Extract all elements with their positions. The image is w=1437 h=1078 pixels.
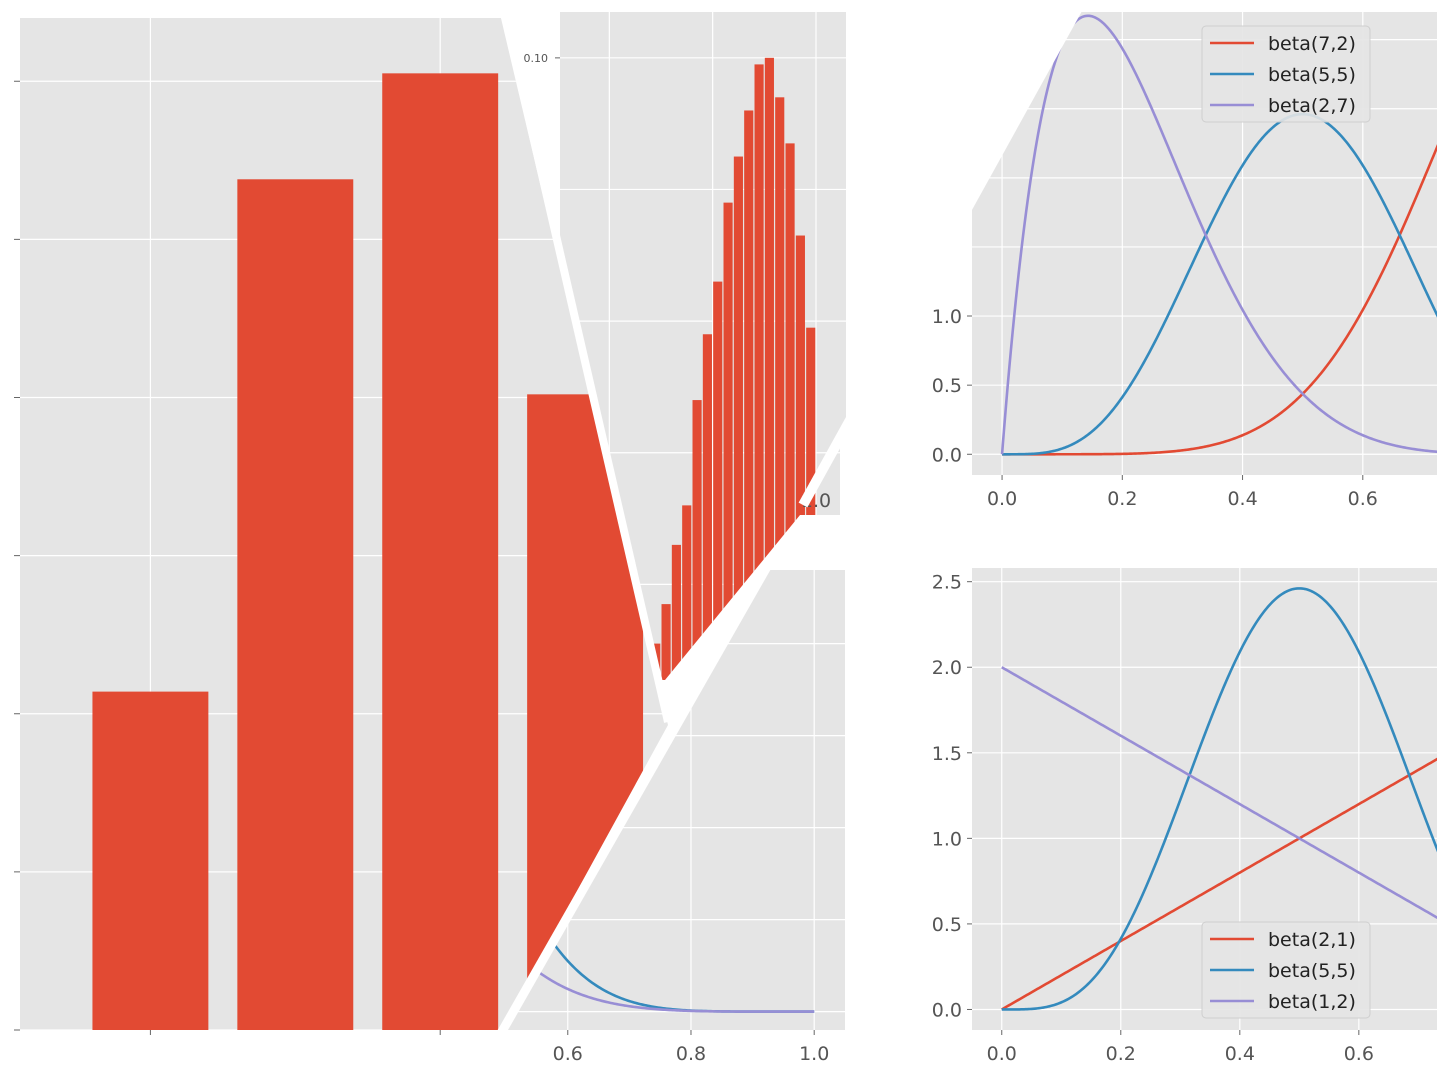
histogram-bar xyxy=(795,235,805,680)
beta-bottom-panel: 0.0 0.2 0.4 0.6 0.0 0.5 1.0 1.5 2.0 2.5 beta(2,1) b… xyxy=(900,560,1437,1078)
y-tick-label: 1.0 xyxy=(932,828,962,850)
separator-line-c xyxy=(496,562,772,1038)
histogram-bar xyxy=(661,604,671,680)
beta-bottom-chart: 0.0 0.2 0.4 0.60.00.51.01.52.02.5beta(2,1)b… xyxy=(932,568,1437,1065)
histogram-bar xyxy=(744,110,754,680)
legend-label: beta(5,5) xyxy=(1268,64,1356,86)
legend-label: beta(1,2) xyxy=(1268,991,1356,1013)
series-line xyxy=(1001,587,1437,1011)
histogram-bar xyxy=(764,57,774,680)
histogram-bar xyxy=(785,143,795,680)
x-tick-label: 0.2 xyxy=(1107,488,1137,510)
legend-label: beta(7,2) xyxy=(1268,33,1356,55)
x-tick-label: 0.6 xyxy=(1344,1043,1374,1065)
x-tick-label: 0.2 xyxy=(1106,1043,1136,1065)
y-tick-label: 0.0 xyxy=(932,999,962,1021)
separator-line-b xyxy=(798,5,1083,508)
x-tick-label: 0.6 xyxy=(1348,488,1378,510)
legend-box xyxy=(1201,25,1371,123)
bar xyxy=(237,179,354,1031)
series-line xyxy=(1001,666,1437,920)
separator-line-a xyxy=(501,13,672,723)
histogram-bar xyxy=(692,400,702,680)
legend-label: beta(2,7) xyxy=(1268,95,1356,117)
beta-top-panel: 0.0 0.2 0.4 0.6 0.0 0.5 1.0 beta(7,2) beta(5,5) b… xyxy=(840,0,1437,530)
legend: beta(2,1) beta(5,5) beta(1,2) xyxy=(1201,921,1371,1019)
y-tick-label: 0.10 xyxy=(524,52,549,65)
legend-box xyxy=(1201,921,1371,1019)
y-tick-label: 2.5 xyxy=(932,572,962,594)
x-tick-label: 0.8 xyxy=(676,1043,706,1065)
histogram-bar xyxy=(754,64,764,680)
y-tick-label: 1.0 xyxy=(932,306,962,328)
y-tick-label: 0.0 xyxy=(932,444,962,466)
legend-label: beta(5,5) xyxy=(1268,960,1356,982)
histogram-bar xyxy=(702,334,712,680)
legend: beta(7,2) beta(5,5) beta(2,7) xyxy=(1201,25,1371,123)
x-tick-label: 0.6 xyxy=(553,1043,583,1065)
histogram-bar xyxy=(713,281,723,680)
y-tick-label: 0.5 xyxy=(932,375,962,397)
series-line xyxy=(1000,14,1437,456)
x-tick-label: 0.0 xyxy=(987,1043,1017,1065)
histogram-bar xyxy=(733,156,743,680)
histogram-bar xyxy=(671,544,681,680)
x-tick-label: 0.4 xyxy=(1225,1043,1255,1065)
x-tick-label: 0.0 xyxy=(987,488,1017,510)
y-tick-label: 2.0 xyxy=(932,657,962,679)
x-tick-label: 1.0 xyxy=(799,1043,829,1065)
legend-label: beta(2,1) xyxy=(1268,929,1356,951)
histogram-bar xyxy=(723,202,733,680)
histogram-bar xyxy=(775,97,785,680)
histogram-bar xyxy=(682,505,692,680)
histogram-bar xyxy=(806,327,816,680)
x-tick-label: 0.4 xyxy=(1227,488,1257,510)
bar xyxy=(92,691,209,1030)
y-tick-label: 0.5 xyxy=(932,914,962,936)
bar xyxy=(382,73,499,1030)
y-tick-label: 1.5 xyxy=(932,743,962,765)
beta-top-chart: 0.0 0.2 0.4 0.60.00.51.0beta(7,2)beta(5,5)b… xyxy=(932,12,1437,510)
